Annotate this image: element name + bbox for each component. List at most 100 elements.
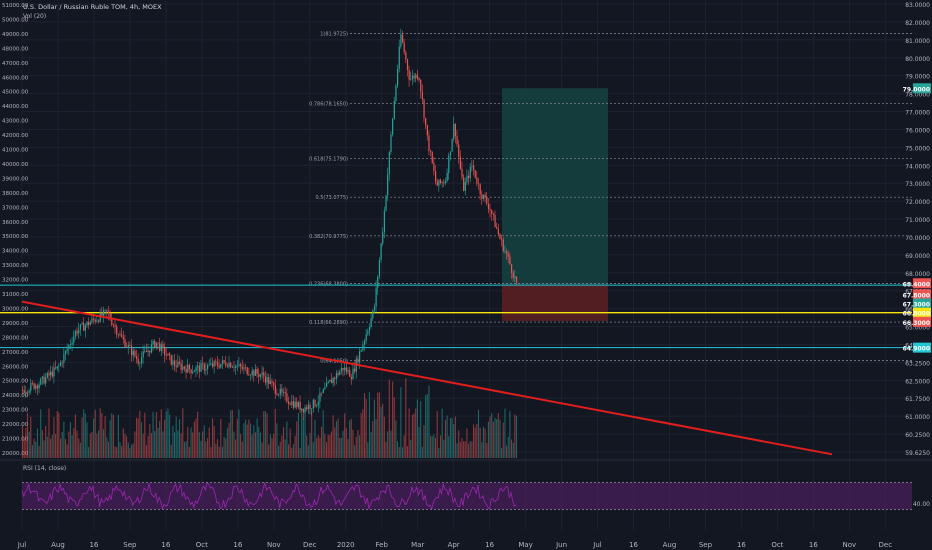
volume-bar	[449, 417, 451, 458]
volume-bar	[489, 416, 491, 458]
volume-bar	[35, 441, 37, 458]
candle-body	[512, 272, 514, 279]
candle-body	[259, 374, 262, 377]
volume-bar	[129, 447, 131, 458]
candle-body	[464, 181, 466, 191]
candle-body	[159, 342, 161, 351]
volume-bar	[451, 418, 453, 458]
volume-bar	[426, 394, 428, 458]
volume-bar	[350, 418, 352, 458]
volume-bar	[287, 444, 290, 458]
candle-body	[180, 363, 182, 370]
volume-bar	[154, 431, 156, 458]
candle-body	[79, 324, 82, 330]
candle-body	[172, 360, 174, 365]
candle-body	[269, 380, 272, 384]
volume-tick-label: 45000.00	[2, 90, 29, 96]
candle-body	[458, 144, 460, 157]
volume-bar	[406, 446, 409, 458]
rsi-label: RSI (14, close)	[23, 465, 66, 472]
volume-bar	[296, 421, 298, 458]
candle-body	[302, 408, 305, 413]
candle-body	[221, 360, 224, 364]
volume-bar	[45, 425, 47, 458]
volume-bar	[119, 442, 121, 458]
candle-body	[345, 367, 347, 372]
volume-bar	[183, 441, 185, 458]
candle-body	[35, 385, 37, 389]
volume-bar	[258, 426, 260, 458]
candle-body	[53, 367, 55, 377]
volume-bar	[372, 420, 374, 458]
x-tick-label: 16	[737, 541, 746, 549]
candle-body	[231, 367, 234, 368]
x-tick-label: 16	[485, 541, 494, 549]
candle-body	[25, 391, 27, 393]
volume-bar	[405, 378, 407, 458]
candle-body	[175, 365, 177, 368]
candle-body	[198, 365, 200, 372]
candle-body	[360, 349, 362, 352]
volume-bar	[373, 399, 375, 458]
volume-bar	[345, 428, 347, 458]
volume-bar	[254, 432, 257, 458]
candle-body	[93, 318, 95, 320]
volume-bar	[216, 439, 219, 458]
volume-bar	[58, 412, 60, 458]
candle-body	[459, 156, 461, 169]
volume-bar	[188, 447, 190, 458]
volume-bar	[433, 434, 435, 458]
candle-body	[254, 368, 257, 376]
volume-bar	[230, 410, 232, 458]
candle-body	[329, 379, 331, 382]
candle-body	[253, 370, 255, 376]
volume-bar	[357, 429, 359, 458]
volume-bar	[400, 387, 402, 458]
candle-body	[173, 360, 176, 366]
candle-body	[122, 336, 124, 340]
y-tick-label: 83.0000	[905, 2, 930, 9]
candle-body	[165, 355, 167, 356]
volume-bar	[178, 419, 181, 458]
volume-tick-label: 29000.00	[2, 321, 29, 327]
volume-tick-label: 51000.00	[2, 3, 29, 9]
rsi-line	[21, 481, 517, 511]
price-label-box	[913, 289, 931, 300]
volume-bar	[149, 423, 151, 458]
candle-body	[192, 371, 194, 374]
volume-bar	[155, 412, 157, 458]
volume-bar	[507, 436, 509, 458]
y-tick-label: 63.2500	[905, 360, 930, 367]
x-tick-label: Feb	[376, 541, 389, 549]
volume-bar	[464, 441, 466, 458]
candle-body	[292, 401, 295, 408]
volume-bar	[137, 418, 139, 458]
volume-bar	[420, 401, 422, 458]
stop-zone	[502, 285, 608, 321]
candle-body	[461, 168, 463, 178]
candle-body	[502, 239, 504, 252]
candle-body	[56, 366, 58, 369]
candle-body	[243, 367, 245, 369]
volume-bar	[38, 445, 40, 458]
volume-bar	[207, 437, 209, 458]
candle-body	[50, 371, 52, 376]
x-tick-label: Aug	[663, 541, 677, 549]
volume-bar	[436, 411, 438, 458]
candle-body	[388, 152, 390, 175]
volume-bar	[337, 418, 339, 458]
volume-bar	[211, 418, 214, 458]
volume-bar	[382, 403, 384, 458]
volume-bar	[150, 432, 152, 458]
candle-body	[463, 177, 465, 191]
volume-bar	[46, 436, 48, 458]
candle-body	[177, 361, 179, 368]
volume-bar	[332, 415, 334, 458]
price-label-text: 66.8000	[903, 311, 930, 318]
candle-body	[155, 342, 158, 348]
candle-body	[403, 42, 405, 53]
candle-body	[400, 34, 402, 47]
candle-body	[101, 312, 103, 316]
volume-tick-label: 20000.00	[2, 451, 29, 457]
